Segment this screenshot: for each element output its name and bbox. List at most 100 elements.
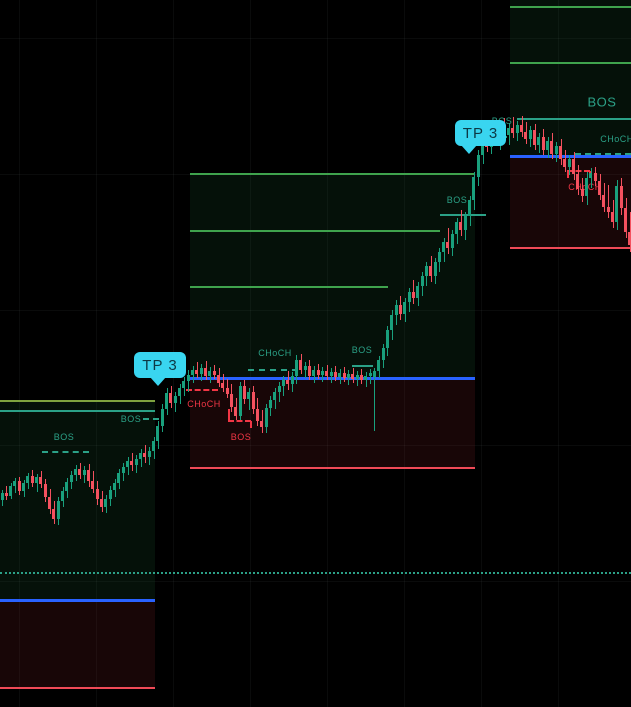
candle-body [1,493,4,500]
gridline-vertical [558,0,559,707]
candle-body [382,348,385,360]
candle-body [399,305,402,314]
dashed-tick [250,421,252,428]
level-line-redline-solid [510,247,631,249]
candle-body [481,141,484,155]
candle-body [455,222,458,234]
candle-wick [373,368,375,431]
supply-zone [510,157,631,248]
level-line-teal-dashed [575,153,631,155]
candle-body [390,315,393,330]
gridline-horizontal [0,310,631,311]
candle-body [338,373,341,377]
candle-body [550,141,553,154]
candle-body [117,473,120,483]
candle-body [200,368,203,374]
structure-label-choch: CHoCH [568,182,602,192]
dashed-tick [567,171,569,178]
candle-body [35,477,38,483]
candle-body [408,292,411,302]
level-line-redline-solid [0,687,155,689]
candle-body [126,461,129,467]
candle-body [568,159,571,167]
candle-body [169,393,172,403]
candle-body [542,137,545,150]
level-line-teal-solid [517,118,631,120]
candle-body [446,242,449,248]
structure-label-bos: BOS [587,94,617,110]
candle-body [585,178,588,196]
level-line-teal-dotted [0,572,631,574]
level-line-teal-dashed [248,369,298,371]
candle-body [598,181,601,195]
candle-body [416,286,419,298]
candle-body [628,232,631,245]
candle-body [520,125,523,132]
candle-body [347,374,350,378]
candle-body [343,373,346,378]
candle-body [44,484,47,497]
candle-body [265,408,268,427]
candle-body [373,371,376,377]
tp3-label-right-text: TP 3 [462,124,499,142]
candle-body [139,453,142,459]
candle-body [602,195,605,207]
candle-wick [36,474,38,492]
candle-body [624,208,627,232]
tp3-label-left-text: TP 3 [142,356,178,374]
candle-body [31,476,34,483]
demand-zone [190,174,475,379]
candle-body [156,426,159,441]
candle-body [537,137,540,145]
tp3-label-right[interactable]: TP 3 [455,120,506,154]
tp3-label-left[interactable]: TP 3 [134,352,186,386]
candle-body [48,497,51,509]
candle-body [607,207,610,212]
candle-body [204,368,207,376]
level-line-teal-solid [440,214,486,216]
level-line-blue-solid [510,155,631,158]
candle-body [589,173,592,178]
candle-body [468,200,471,216]
supply-zone [0,601,155,688]
gridline-vertical [96,0,97,707]
candle-body [395,305,398,315]
level-line-blue-solid [190,377,475,380]
candle-body [217,375,220,383]
candle-body [511,128,514,133]
candle-body [472,177,475,200]
candle-body [559,146,562,159]
level-line-red-dashed [567,170,590,172]
candle-body [70,475,73,482]
candle-wick [512,117,514,138]
structure-label-choch: CHoCH [187,399,221,409]
candle-body [507,128,510,135]
gridline-horizontal [0,445,631,446]
candle-body [572,159,575,174]
candle-body [386,330,389,348]
demand-zone [0,401,155,601]
candle-body [438,252,441,262]
candle-body [615,186,618,222]
candle-body [269,400,272,408]
candle-body [152,441,155,451]
candle-body [113,483,116,490]
gridline-vertical [404,0,405,707]
candle-body [321,371,324,375]
candle-body [247,392,250,399]
candle-body [286,380,289,384]
level-line-red-dashed [186,389,218,391]
candle-body [421,276,424,286]
candle-body [351,374,354,379]
candle-body [122,467,125,473]
candle-body [529,130,532,139]
structure-label-choch: CHoCH [600,134,631,144]
candle-body [330,372,333,376]
candle-body [230,394,233,407]
level-line-green-solid [190,230,440,232]
candle-body [83,470,86,475]
candle-body [334,372,337,377]
candle-body [52,509,55,519]
candle-body [299,360,302,370]
